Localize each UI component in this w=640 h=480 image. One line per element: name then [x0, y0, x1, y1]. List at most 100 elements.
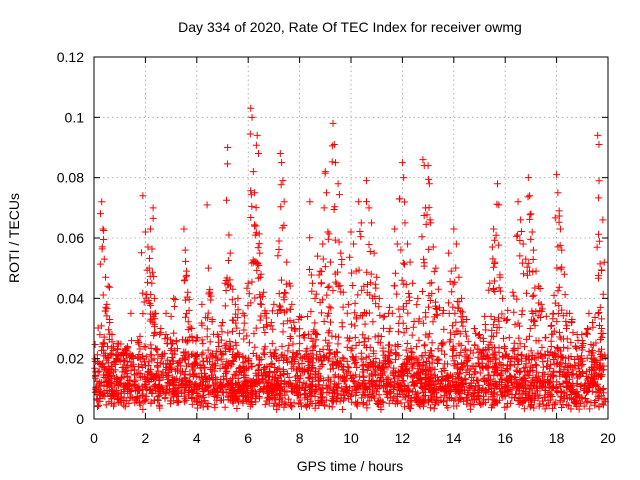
data-point	[199, 357, 207, 365]
data-point	[183, 293, 191, 301]
data-point	[168, 391, 176, 399]
data-point	[113, 378, 121, 386]
data-point	[166, 365, 174, 373]
data-point	[240, 335, 248, 343]
data-point	[420, 402, 428, 410]
data-point	[259, 349, 267, 357]
data-point	[585, 309, 593, 317]
data-point	[409, 373, 417, 381]
data-point	[450, 397, 458, 405]
data-point	[383, 390, 391, 398]
data-point	[402, 346, 410, 354]
data-point	[387, 394, 395, 402]
data-point	[282, 280, 290, 288]
data-point	[135, 340, 143, 348]
data-point	[213, 378, 221, 386]
data-point	[256, 273, 264, 281]
data-point	[461, 327, 469, 335]
data-point	[600, 366, 608, 374]
data-point	[278, 342, 286, 350]
y-tick-label: 0.08	[57, 170, 84, 186]
data-point	[406, 396, 414, 404]
data-point	[573, 331, 581, 339]
data-point	[563, 363, 571, 371]
data-point	[99, 236, 107, 244]
data-point	[250, 383, 258, 391]
data-point	[551, 214, 559, 222]
data-point	[498, 381, 506, 389]
data-point	[586, 383, 594, 391]
data-point	[263, 322, 271, 330]
data-point	[542, 387, 550, 395]
data-point	[600, 258, 608, 266]
data-point	[387, 388, 395, 396]
data-point	[494, 369, 502, 377]
data-point	[147, 301, 155, 309]
data-point	[513, 232, 521, 240]
data-point	[320, 317, 328, 325]
data-point	[520, 405, 528, 413]
data-point	[325, 339, 333, 347]
data-point	[583, 354, 591, 362]
data-point	[525, 332, 533, 340]
data-point	[428, 347, 436, 355]
data-point	[121, 358, 129, 366]
data-point	[595, 194, 603, 202]
data-point	[542, 312, 550, 320]
data-point	[563, 382, 571, 390]
data-point	[296, 372, 304, 380]
data-point	[451, 278, 459, 286]
data-point	[496, 287, 504, 295]
data-point	[591, 375, 599, 383]
data-point	[131, 387, 139, 395]
data-point	[462, 332, 470, 340]
data-point	[247, 187, 255, 195]
data-point	[164, 356, 172, 364]
data-point	[192, 352, 200, 360]
data-point	[212, 362, 220, 370]
data-point	[554, 189, 562, 197]
data-point	[466, 405, 474, 413]
data-point	[183, 338, 191, 346]
data-point	[372, 354, 380, 362]
data-point	[290, 399, 298, 407]
data-point	[292, 351, 300, 359]
data-point	[595, 230, 603, 238]
data-point	[108, 338, 116, 346]
data-point	[366, 372, 374, 380]
data-point	[344, 300, 352, 308]
data-point	[275, 246, 283, 254]
data-point	[251, 221, 259, 229]
data-point	[192, 359, 200, 367]
data-point	[593, 243, 601, 251]
data-point	[190, 371, 198, 379]
data-point	[242, 396, 250, 404]
data-point	[404, 240, 412, 248]
data-point	[330, 140, 338, 148]
data-point	[248, 202, 256, 210]
data-point	[245, 339, 253, 347]
data-point	[126, 388, 134, 396]
data-point	[110, 359, 118, 367]
data-point	[209, 360, 217, 368]
data-point	[316, 353, 324, 361]
data-point	[231, 300, 239, 308]
data-point	[288, 403, 296, 411]
x-tick-label: 16	[497, 430, 513, 446]
data-point	[522, 384, 530, 392]
data-point	[109, 387, 117, 395]
data-point	[204, 309, 212, 317]
data-point	[520, 270, 528, 278]
data-point	[430, 393, 438, 401]
data-point	[516, 340, 524, 348]
data-point	[188, 332, 196, 340]
data-point	[234, 314, 242, 322]
data-point	[405, 293, 413, 301]
data-point	[333, 349, 341, 357]
data-point	[245, 290, 253, 298]
data-point	[324, 235, 332, 243]
data-point	[374, 397, 382, 405]
data-point	[525, 352, 533, 360]
data-point	[212, 347, 220, 355]
data-point	[98, 361, 106, 369]
